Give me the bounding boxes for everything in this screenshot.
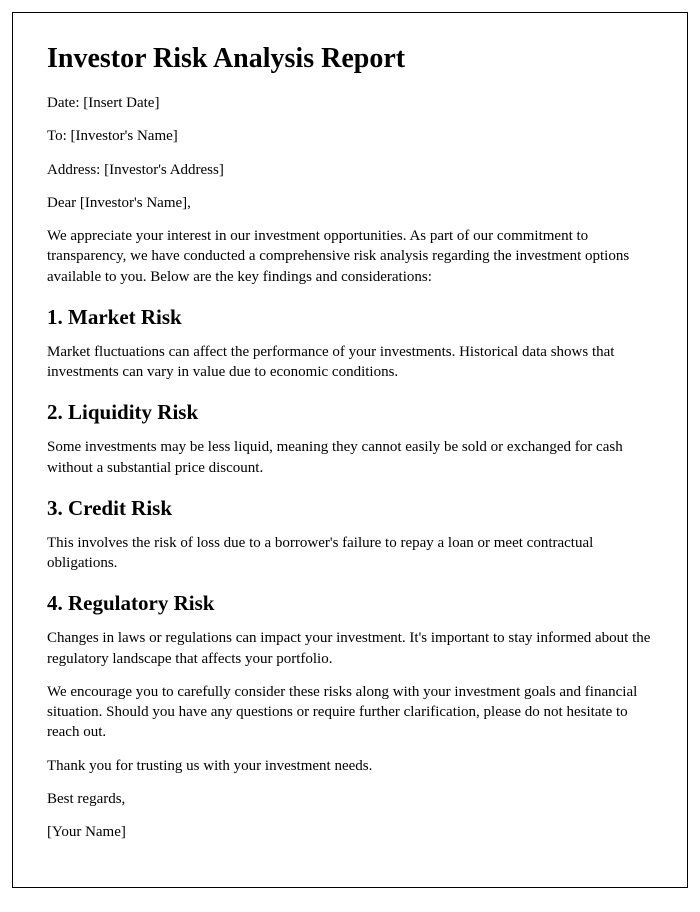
section-heading-liquidity-risk: 2. Liquidity Risk (47, 400, 653, 425)
closing-paragraph-1: We encourage you to carefully consider t… (47, 682, 653, 743)
date-line: Date: [Insert Date] (47, 93, 653, 113)
section-body-credit-risk: This involves the risk of loss due to a … (47, 533, 653, 574)
document-title: Investor Risk Analysis Report (47, 43, 653, 75)
salutation: Dear [Investor's Name], (47, 193, 653, 213)
signature-name: [Your Name] (47, 822, 653, 842)
section-heading-market-risk: 1. Market Risk (47, 305, 653, 330)
intro-paragraph: We appreciate your interest in our inves… (47, 226, 653, 287)
section-heading-regulatory-risk: 4. Regulatory Risk (47, 591, 653, 616)
section-body-regulatory-risk: Changes in laws or regulations can impac… (47, 628, 653, 669)
section-heading-credit-risk: 3. Credit Risk (47, 496, 653, 521)
address-line: Address: [Investor's Address] (47, 160, 653, 180)
section-body-market-risk: Market fluctuations can affect the perfo… (47, 342, 653, 383)
section-body-liquidity-risk: Some investments may be less liquid, mea… (47, 437, 653, 478)
signoff: Best regards, (47, 789, 653, 809)
to-line: To: [Investor's Name] (47, 126, 653, 146)
closing-paragraph-2: Thank you for trusting us with your inve… (47, 756, 653, 776)
document-page: Investor Risk Analysis Report Date: [Ins… (12, 12, 688, 888)
